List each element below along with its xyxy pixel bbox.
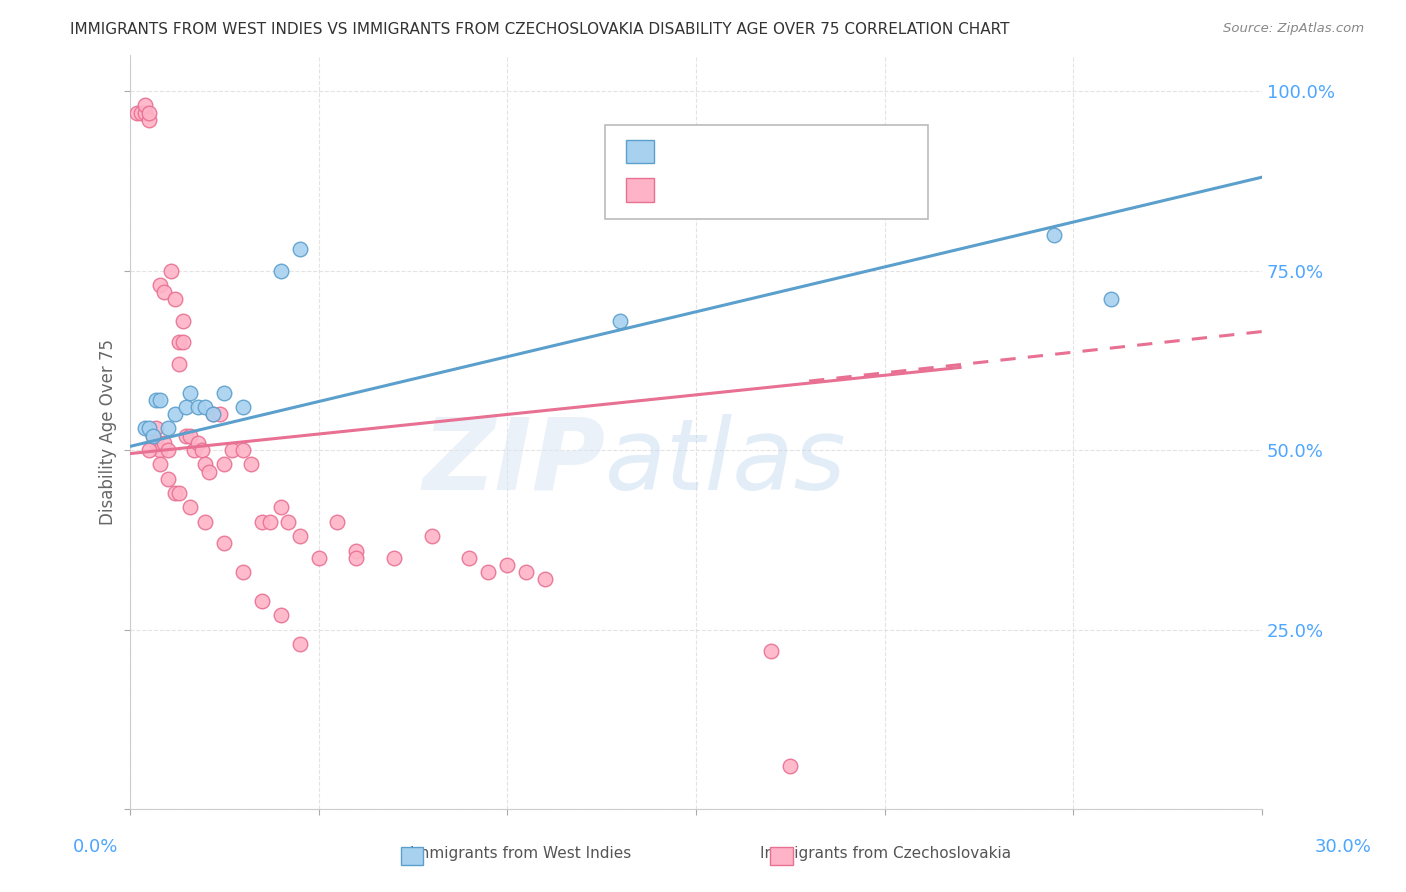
Text: R =: R =: [668, 143, 707, 161]
Point: [134, 98, 156, 112]
Point: [270, 608, 292, 623]
Point: [149, 458, 172, 472]
Point: [1043, 227, 1066, 242]
Point: [198, 465, 221, 479]
Text: 19: 19: [817, 143, 842, 161]
Point: [156, 472, 179, 486]
Text: atlas: atlas: [606, 414, 846, 511]
Point: [288, 637, 311, 651]
Point: [194, 515, 217, 529]
Point: [194, 400, 217, 414]
Point: [270, 500, 292, 515]
Point: [212, 536, 235, 550]
Point: [160, 263, 183, 277]
Point: [458, 550, 481, 565]
Point: [308, 550, 330, 565]
Text: Immigrants from West Indies: Immigrants from West Indies: [409, 846, 631, 861]
Point: [141, 428, 163, 442]
Point: [127, 105, 149, 120]
Point: [134, 421, 156, 435]
Point: [212, 458, 235, 472]
Point: [277, 515, 299, 529]
Point: [156, 443, 179, 458]
Point: [209, 407, 232, 421]
Point: [141, 428, 163, 442]
Point: [179, 385, 201, 400]
Point: [288, 529, 311, 543]
Point: [239, 458, 262, 472]
Point: [179, 428, 201, 442]
Point: [165, 292, 187, 306]
Point: [194, 458, 217, 472]
Point: [232, 400, 254, 414]
Point: [187, 400, 209, 414]
Point: [344, 550, 367, 565]
Point: [183, 443, 205, 458]
Point: [172, 335, 194, 350]
Point: [165, 486, 187, 500]
Point: [138, 112, 160, 127]
Point: [761, 644, 783, 658]
Point: [179, 500, 201, 515]
Point: [153, 285, 176, 299]
Point: [477, 565, 499, 579]
Point: [534, 572, 557, 586]
Point: [232, 443, 254, 458]
Point: [259, 515, 281, 529]
Point: [149, 392, 172, 407]
Point: [145, 421, 167, 435]
Point: [138, 105, 160, 120]
Text: ZIP: ZIP: [422, 414, 606, 511]
Point: [165, 407, 187, 421]
Point: [344, 543, 367, 558]
Text: N =: N =: [766, 143, 818, 161]
Point: [172, 314, 194, 328]
Point: [496, 558, 519, 572]
Text: 0.112: 0.112: [707, 181, 763, 199]
Point: [779, 759, 801, 773]
Point: [250, 594, 273, 608]
Point: [221, 443, 243, 458]
Point: [149, 277, 172, 292]
Point: [232, 565, 254, 579]
Point: [190, 443, 212, 458]
Y-axis label: Disability Age Over 75: Disability Age Over 75: [100, 339, 117, 525]
Point: [201, 407, 224, 421]
Text: R =: R =: [668, 181, 707, 199]
Point: [145, 435, 167, 450]
Text: 30.0%: 30.0%: [1315, 838, 1371, 856]
Text: 0.0%: 0.0%: [73, 838, 118, 856]
Point: [250, 515, 273, 529]
Point: [382, 550, 405, 565]
Point: [149, 443, 172, 458]
Point: [609, 314, 631, 328]
Point: [187, 435, 209, 450]
Point: [420, 529, 443, 543]
Text: 63: 63: [817, 181, 842, 199]
Text: Immigrants from Czechoslovakia: Immigrants from Czechoslovakia: [761, 846, 1011, 861]
Point: [134, 105, 156, 120]
Point: [515, 565, 537, 579]
Point: [201, 407, 224, 421]
Point: [138, 443, 160, 458]
Point: [270, 263, 292, 277]
Point: [326, 515, 349, 529]
Point: [145, 392, 167, 407]
Text: 0.548: 0.548: [707, 143, 765, 161]
Point: [156, 421, 179, 435]
Text: N =: N =: [766, 181, 818, 199]
Point: [167, 335, 190, 350]
Point: [167, 486, 190, 500]
Text: Source: ZipAtlas.com: Source: ZipAtlas.com: [1223, 22, 1364, 36]
Point: [153, 435, 176, 450]
Point: [1099, 292, 1122, 306]
Point: [176, 428, 198, 442]
Point: [129, 105, 152, 120]
Text: IMMIGRANTS FROM WEST INDIES VS IMMIGRANTS FROM CZECHOSLOVAKIA DISABILITY AGE OVE: IMMIGRANTS FROM WEST INDIES VS IMMIGRANT…: [70, 22, 1010, 37]
Point: [288, 242, 311, 256]
Point: [167, 357, 190, 371]
Point: [176, 400, 198, 414]
Point: [138, 421, 160, 435]
Point: [212, 385, 235, 400]
